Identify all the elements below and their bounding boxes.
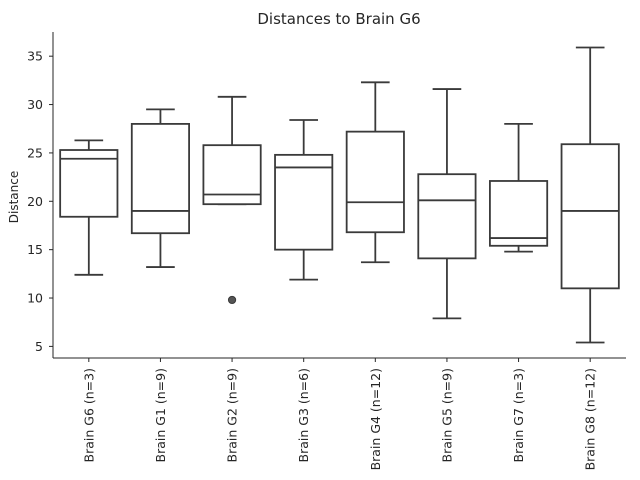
y-tick-label: 15: [27, 242, 43, 257]
box-group: [417, 88, 477, 320]
box-group: [59, 139, 119, 276]
x-tick-label: Brain G5 (n=9): [439, 368, 454, 462]
x-tick-label: Brain G3 (n=6): [296, 368, 311, 462]
iqr-box: [274, 153, 334, 251]
y-axis-label: Distance: [7, 171, 21, 223]
iqr-box: [489, 180, 549, 247]
iqr-box: [560, 143, 620, 290]
box-group: [130, 108, 190, 268]
y-tick-label: 25: [27, 145, 43, 160]
box-group: [489, 122, 549, 253]
box-group: [274, 119, 334, 281]
x-tick-label: Brain G2 (n=9): [225, 368, 240, 462]
y-tick-label: 5: [35, 339, 43, 354]
y-tick-label: 30: [27, 97, 43, 112]
x-tick-label: Brain G7 (n=3): [511, 368, 526, 462]
y-tick-label: 20: [27, 194, 43, 209]
x-tick-label: Brain G6 (n=3): [81, 368, 96, 462]
iqr-box: [59, 149, 119, 218]
box-group: [560, 46, 620, 344]
y-tick-label: 10: [27, 291, 43, 306]
iqr-box: [130, 122, 190, 235]
box-group: [202, 95, 262, 305]
chart-title: Distances to Brain G6: [257, 10, 420, 28]
x-tick-label: Brain G4 (n=12): [368, 368, 383, 470]
iqr-box: [417, 173, 477, 260]
x-tick-label: Brain G1 (n=9): [153, 368, 168, 462]
y-tick-label: 35: [27, 49, 43, 64]
x-ticks: Brain G6 (n=3) Brain G1 (n=9) Brain G2 (n=…: [81, 358, 598, 470]
boxes-group: [59, 46, 620, 344]
x-tick-label: Brain G8 (n=12): [583, 368, 598, 470]
iqr-box: [345, 130, 405, 234]
box-group: [345, 81, 405, 264]
outlier-point: [227, 295, 237, 305]
y-ticks: 5 10 15 20 25 30 35: [27, 49, 53, 354]
